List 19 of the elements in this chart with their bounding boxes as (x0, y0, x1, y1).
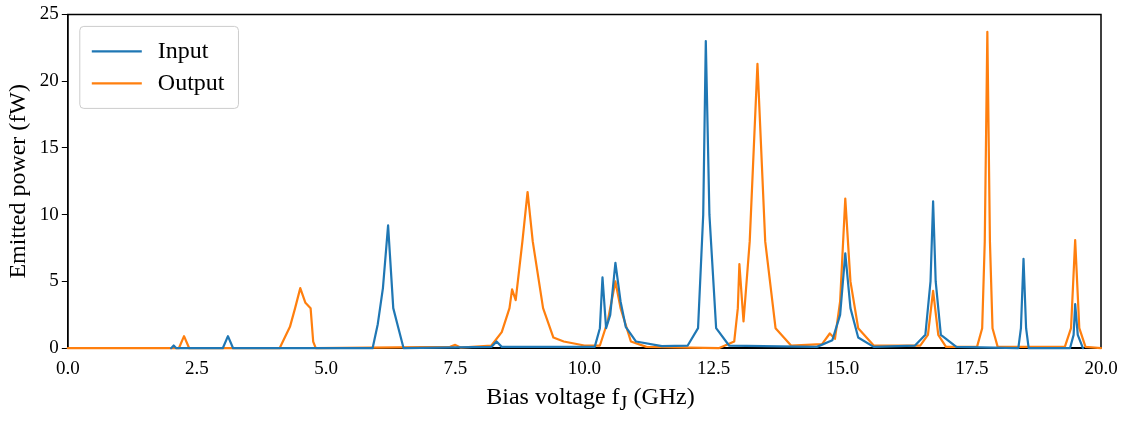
y-axis-title: Emitted power (fW) (3, 84, 30, 279)
x-tick-label: 20.0 (1084, 356, 1118, 378)
x-tick-label: 17.5 (955, 356, 989, 378)
x-tick-label: 15.0 (826, 356, 860, 378)
x-tick-label: 2.5 (185, 356, 209, 378)
x-tick-label: 0.0 (55, 356, 80, 378)
x-axis-title: Bias voltage f$_{J}$ (GHz) (485, 383, 696, 415)
y-tick-label: 0 (49, 336, 59, 358)
y-tick-label: 5 (49, 269, 59, 291)
x-tick-label: 10.0 (567, 356, 602, 378)
legend-label: Output (157, 68, 225, 95)
y-tick-label: 10 (39, 202, 59, 224)
y-tick-label: 15 (39, 135, 59, 157)
x-tick-label: 12.5 (696, 356, 731, 378)
legend-label: Input (157, 36, 209, 63)
y-tick-label: 20 (39, 69, 59, 91)
x-tick-label: 5.0 (314, 356, 338, 378)
y-tick-label: 25 (39, 2, 59, 24)
x-tick-label: 7.5 (443, 356, 468, 378)
